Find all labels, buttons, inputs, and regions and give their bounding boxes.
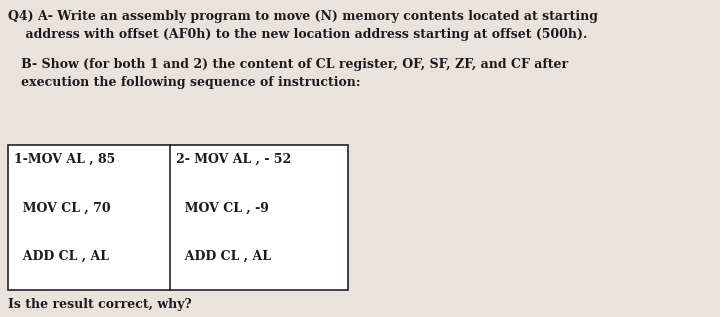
Text: Is the result correct, why?: Is the result correct, why? [8,298,192,311]
Text: address with offset (AF0h) to the new location address starting at offset (500h): address with offset (AF0h) to the new lo… [8,28,588,41]
Bar [8,145,348,290]
Text: B- Show (for both 1 and 2) the content of CL register, OF, SF, ZF, and CF after: B- Show (for both 1 and 2) the content o… [8,58,568,71]
Text: ADD CL , AL: ADD CL , AL [176,250,271,263]
Text: 1-MOV AL , 85: 1-MOV AL , 85 [14,153,115,166]
Text: MOV CL , 70: MOV CL , 70 [14,201,111,214]
Text: 2- MOV AL , - 52: 2- MOV AL , - 52 [176,153,292,166]
Text: ADD CL , AL: ADD CL , AL [14,250,109,263]
Text: execution the following sequence of instruction:: execution the following sequence of inst… [8,76,361,89]
Text: Q4) A- Write an assembly program to move (N) memory contents located at starting: Q4) A- Write an assembly program to move… [8,10,598,23]
Text: MOV CL , -9: MOV CL , -9 [176,201,269,214]
